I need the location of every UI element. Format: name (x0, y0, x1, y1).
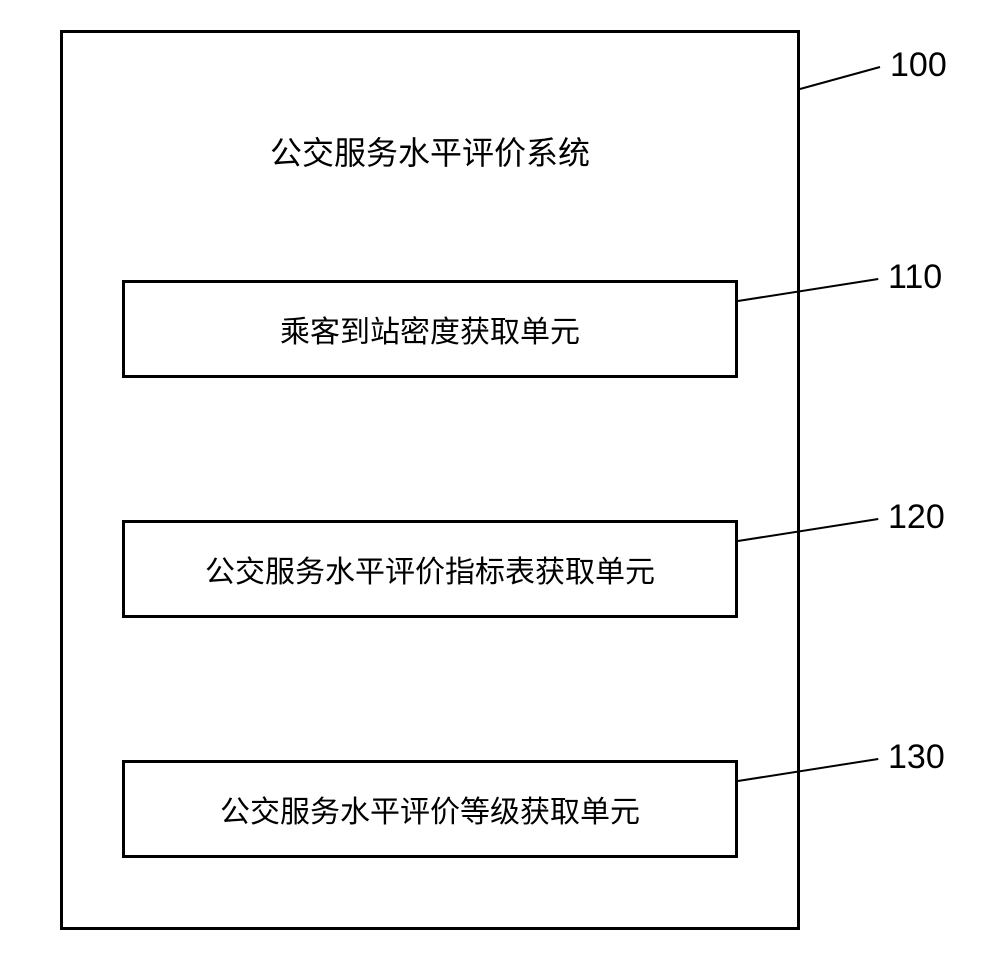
unit-box-110: 乘客到站密度获取单元 (122, 280, 738, 378)
unit-box-120: 公交服务水平评价指标表获取单元 (122, 520, 738, 618)
unit-box-130: 公交服务水平评价等级获取单元 (122, 760, 738, 858)
system-title: 公交服务水平评价系统 (63, 128, 797, 174)
ref-number-130: 130 (888, 738, 945, 777)
unit-label-110: 乘客到站密度获取单元 (280, 307, 580, 351)
unit-label-120: 公交服务水平评价指标表获取单元 (205, 547, 655, 591)
ref-number-100: 100 (890, 46, 947, 85)
unit-label-130: 公交服务水平评价等级获取单元 (220, 787, 640, 831)
ref-number-120: 120 (888, 498, 945, 537)
ref-number-110: 110 (888, 258, 942, 297)
leader-line-100 (800, 66, 881, 90)
